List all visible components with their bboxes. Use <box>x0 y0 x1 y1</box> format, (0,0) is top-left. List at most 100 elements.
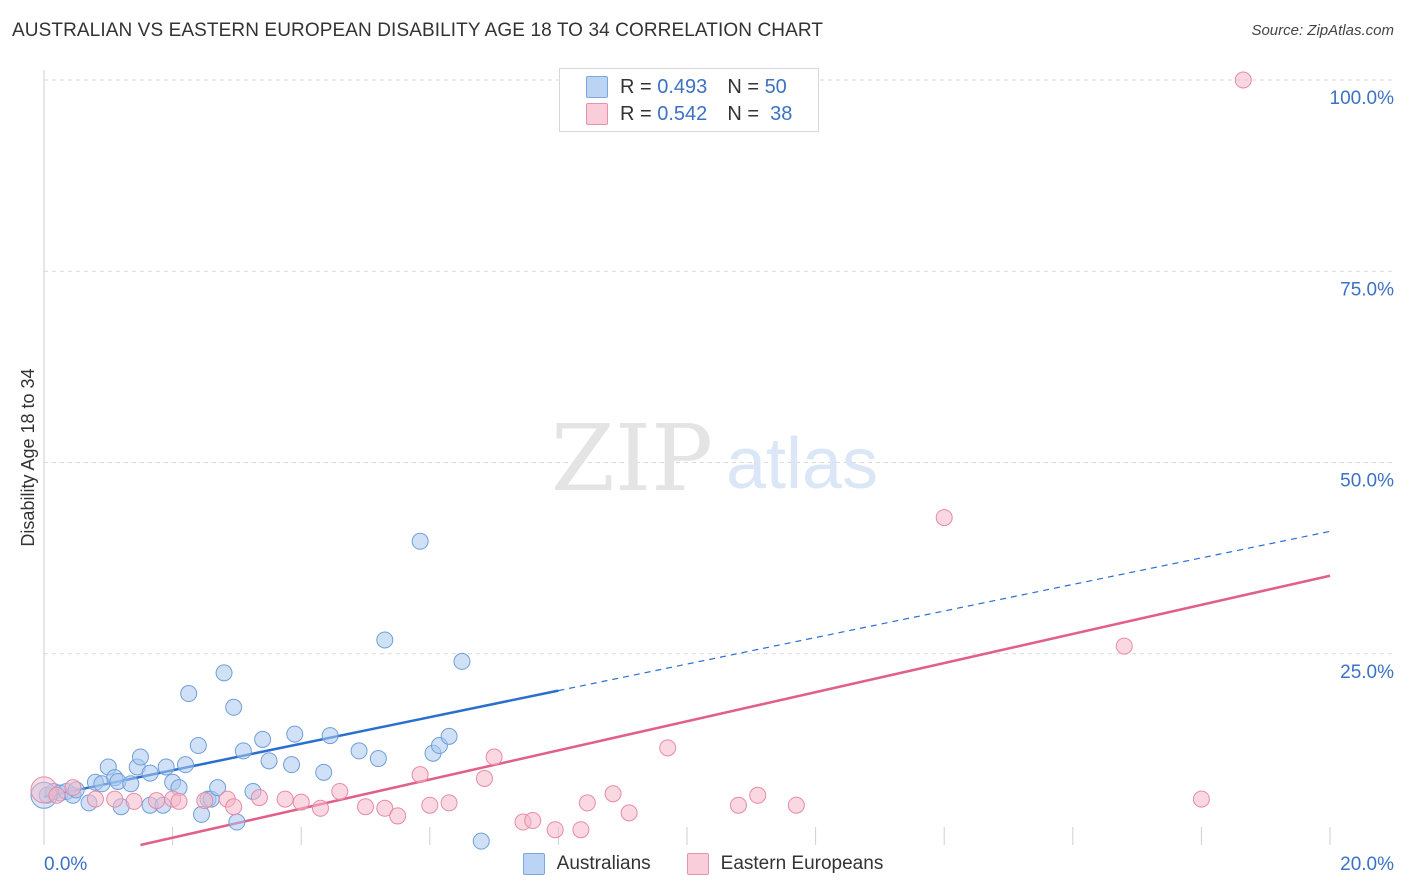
eastern-european-point <box>620 804 638 822</box>
eastern-european-point <box>64 779 82 797</box>
source-credit: Source: ZipAtlas.com <box>1251 22 1394 39</box>
legend-swatch-eastern-europeans <box>586 103 608 125</box>
eastern-european-point <box>1234 71 1252 89</box>
australian-point <box>369 750 387 768</box>
legend-n-value: 38 <box>770 102 793 125</box>
eastern-european-point <box>485 748 503 766</box>
australians-trend-extension <box>558 530 1331 692</box>
legend-n-value: 50 <box>764 75 787 98</box>
label-layer: 25.0% 50.0% 75.0% 100.0% 0.0% 20.0% Disability… <box>18 88 1394 875</box>
series-legend-australians[interactable]: Australians <box>522 853 651 875</box>
australian-point <box>453 652 471 670</box>
australian-point <box>283 756 301 774</box>
eastern-european-point <box>311 799 329 817</box>
australian-point <box>122 775 140 793</box>
x-tick-label: 20.0% <box>1340 854 1394 875</box>
y-tick-label: 100.0% <box>1330 88 1395 109</box>
australian-point <box>176 756 194 774</box>
australian-point <box>131 748 149 766</box>
eastern-european-point <box>196 792 214 810</box>
australian-point <box>350 742 368 760</box>
legend-row-australians: R = 0.493 N = 50 <box>586 75 787 99</box>
australian-point <box>141 764 159 782</box>
eastern-european-point <box>935 509 953 527</box>
series-legend-eastern-europeans[interactable]: Eastern Europeans <box>686 853 884 875</box>
legend-swatch-australians <box>586 76 608 98</box>
eastern-european-point <box>106 790 124 808</box>
series-swatch-australians <box>522 853 545 875</box>
watermark: ZIP atlas <box>551 405 878 512</box>
x-tick-label: 0.0% <box>44 854 87 875</box>
australian-point <box>157 758 175 776</box>
australian-point <box>215 664 233 682</box>
eastern-european-point <box>292 793 310 811</box>
eastern-european-point <box>1115 637 1133 655</box>
eastern-european-point <box>276 790 294 808</box>
legend-r-value: 0.542 <box>657 102 708 125</box>
australian-point <box>189 737 207 755</box>
eastern-european-point <box>440 794 458 812</box>
eastern-european-point <box>357 798 374 816</box>
eastern-european-point <box>225 798 243 816</box>
y-tick-label: 75.0% <box>1340 279 1394 300</box>
legend-r-value: 0.493 <box>657 75 708 98</box>
legend-row-eastern-europeans: R = 0.542 N = 38 <box>586 102 792 126</box>
series-label-eastern-europeans: Eastern Europeans <box>720 853 884 874</box>
y-axis-title: Disability Age 18 to 34 <box>18 368 38 546</box>
chart-title: AUSTRALIAN VS EASTERN EUROPEAN DISABILIT… <box>12 20 824 41</box>
eastern-european-point <box>421 796 439 814</box>
points-layer <box>30 71 1252 850</box>
eastern-european-point <box>546 821 564 839</box>
australian-point <box>321 727 339 745</box>
watermark-zip: ZIP <box>551 405 713 512</box>
australian-point <box>234 742 252 760</box>
eastern-european-point <box>572 821 590 839</box>
eastern-european-point <box>170 792 188 810</box>
eastern-european-point <box>376 799 394 817</box>
y-tick-label: 50.0% <box>1340 471 1394 492</box>
australian-point <box>315 763 333 781</box>
grid-layer <box>44 79 1395 655</box>
australian-point <box>286 725 304 743</box>
australian-point <box>411 532 429 550</box>
eastern-european-point <box>125 792 143 810</box>
eastern-european-point <box>250 789 268 807</box>
series-legend: Australians Eastern Europeans <box>0 851 1406 877</box>
australian-point <box>209 779 227 797</box>
eastern-european-point <box>86 790 104 808</box>
eastern-european-point <box>659 739 677 757</box>
eastern-europeans-trend-line <box>140 574 1331 847</box>
eastern-european-point <box>48 786 66 804</box>
eastern-european-point <box>604 785 622 803</box>
series-swatch-eastern-europeans <box>686 853 709 875</box>
eastern-european-point <box>1192 790 1210 808</box>
australian-point <box>260 752 278 770</box>
eastern-european-point <box>475 769 493 787</box>
legend-r-label: R = <box>620 75 652 98</box>
eastern-european-point <box>148 792 166 810</box>
australian-point <box>225 698 243 716</box>
eastern-european-point <box>749 786 767 804</box>
y-tick-label: 25.0% <box>1340 662 1394 683</box>
legend-n-label: N = <box>727 102 759 125</box>
series-label-australians: Australians <box>556 853 651 874</box>
legend-n-label: N = <box>727 75 759 98</box>
watermark-atlas: atlas <box>726 424 878 504</box>
eastern-european-point <box>411 766 429 784</box>
eastern-european-point <box>389 807 407 825</box>
eastern-european-point <box>524 812 542 830</box>
legend-r-label: R = <box>620 102 652 125</box>
australian-point <box>228 813 246 831</box>
australian-point <box>472 832 490 850</box>
eastern-european-point <box>787 796 805 814</box>
stats-legend: R = 0.493 N = 50 R = 0.542 N = 38 <box>559 68 819 132</box>
australian-point <box>254 730 272 748</box>
australian-point <box>376 631 394 649</box>
trend-layer <box>43 530 1331 847</box>
eastern-european-point <box>729 796 747 814</box>
australian-point <box>180 685 198 703</box>
eastern-european-point <box>578 794 596 812</box>
australian-point <box>193 805 211 823</box>
australian-point <box>440 727 458 745</box>
